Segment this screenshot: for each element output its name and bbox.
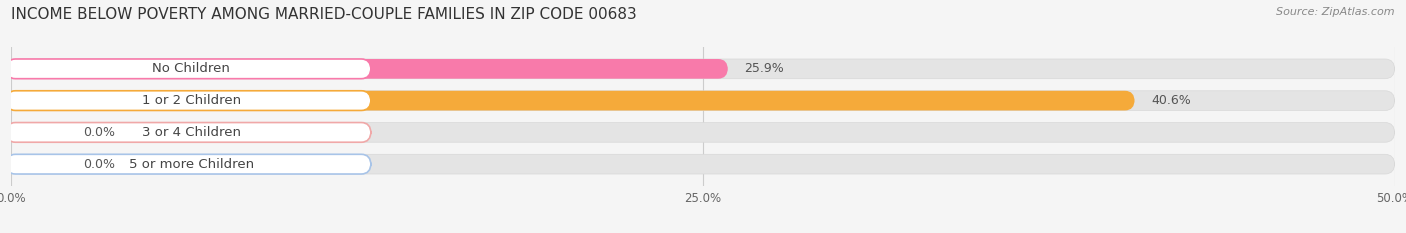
FancyBboxPatch shape <box>6 123 371 142</box>
Text: No Children: No Children <box>152 62 231 75</box>
FancyBboxPatch shape <box>6 154 371 174</box>
Text: 0.0%: 0.0% <box>83 126 115 139</box>
FancyBboxPatch shape <box>11 123 1395 142</box>
FancyBboxPatch shape <box>11 154 66 174</box>
Text: 25.9%: 25.9% <box>745 62 785 75</box>
Text: 40.6%: 40.6% <box>1152 94 1191 107</box>
FancyBboxPatch shape <box>11 154 1395 174</box>
FancyBboxPatch shape <box>11 59 1395 79</box>
FancyBboxPatch shape <box>11 123 66 142</box>
Text: 0.0%: 0.0% <box>83 158 115 171</box>
FancyBboxPatch shape <box>11 91 1135 110</box>
FancyBboxPatch shape <box>11 59 728 79</box>
FancyBboxPatch shape <box>6 91 371 110</box>
Text: 5 or more Children: 5 or more Children <box>128 158 253 171</box>
Text: Source: ZipAtlas.com: Source: ZipAtlas.com <box>1277 7 1395 17</box>
FancyBboxPatch shape <box>11 91 1395 110</box>
Text: INCOME BELOW POVERTY AMONG MARRIED-COUPLE FAMILIES IN ZIP CODE 00683: INCOME BELOW POVERTY AMONG MARRIED-COUPL… <box>11 7 637 22</box>
FancyBboxPatch shape <box>6 59 371 79</box>
Text: 3 or 4 Children: 3 or 4 Children <box>142 126 240 139</box>
Text: 1 or 2 Children: 1 or 2 Children <box>142 94 240 107</box>
